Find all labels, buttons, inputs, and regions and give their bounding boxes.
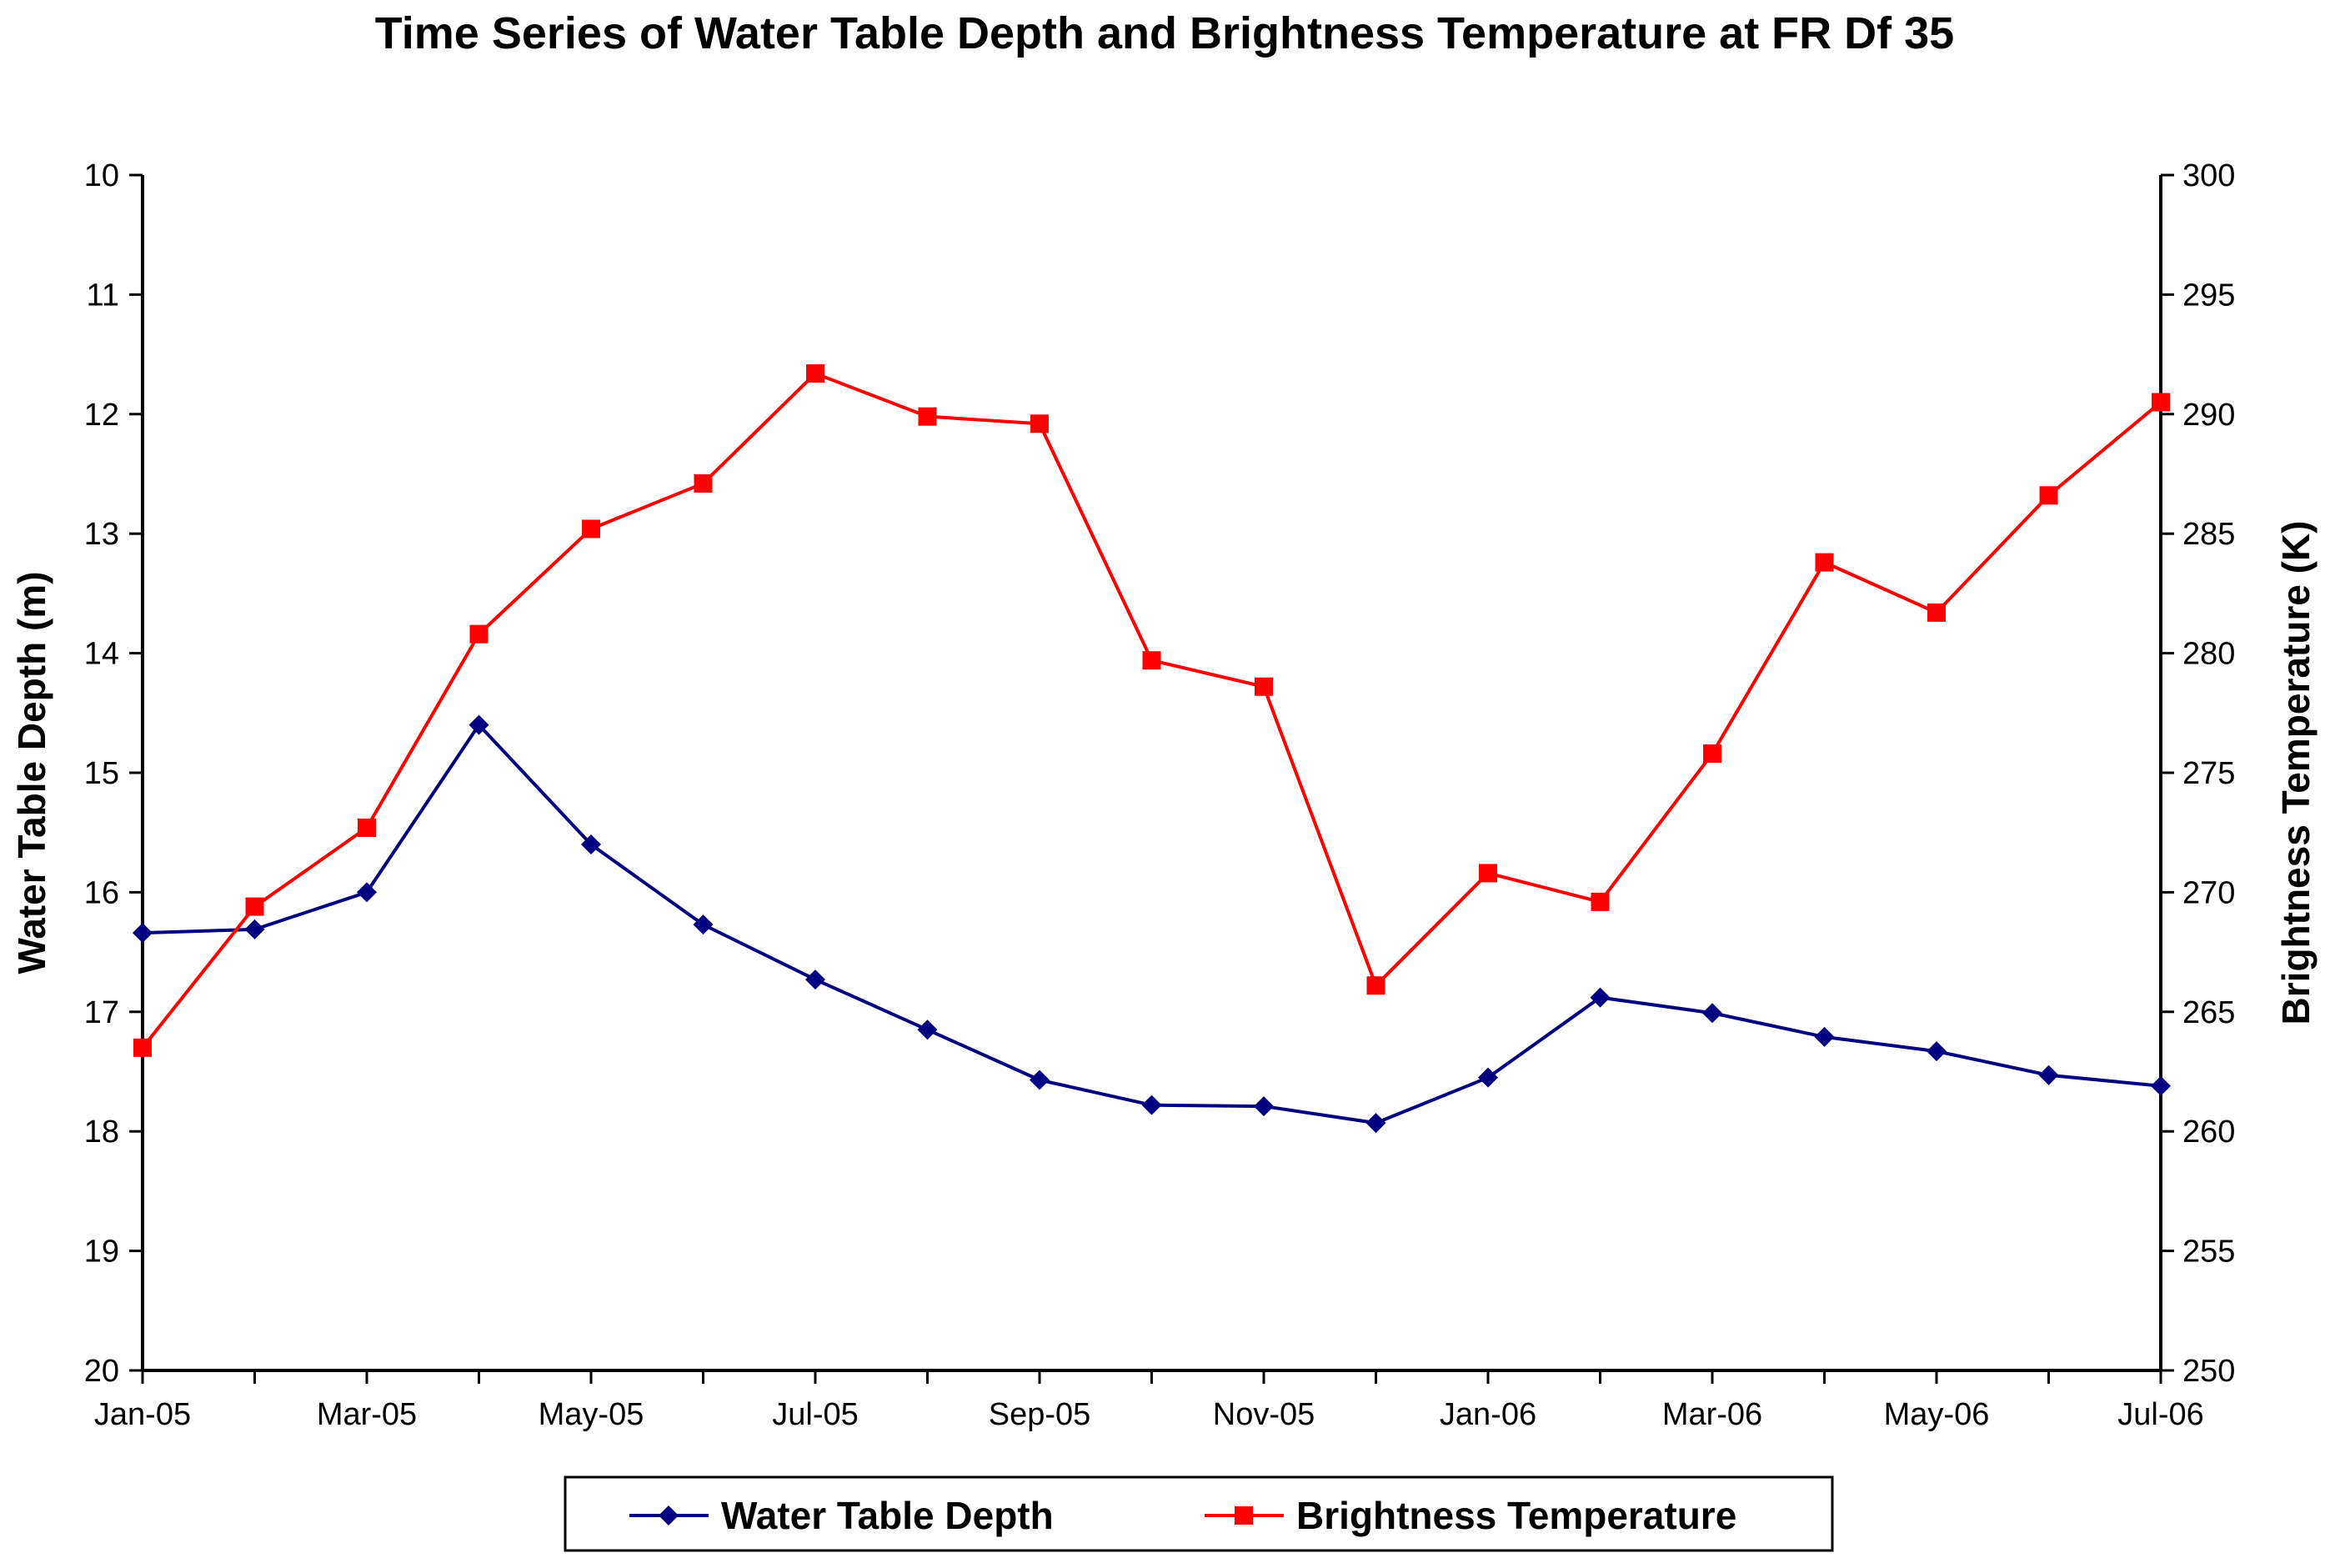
data-point bbox=[245, 897, 264, 916]
y-tick-label: 19 bbox=[84, 1235, 119, 1270]
x-tick-label: Sep-05 bbox=[989, 1397, 1091, 1432]
y-tick-label: 13 bbox=[84, 517, 119, 552]
data-point bbox=[1365, 1113, 1386, 1134]
data-point bbox=[2039, 486, 2058, 505]
chart-title: Time Series of Water Table Depth and Bri… bbox=[375, 8, 1954, 58]
left-ticks: 10 11 12 13 14 15 16 17 18 19 20 bbox=[84, 158, 143, 1389]
series-layer bbox=[133, 364, 2171, 1134]
plot-area: 10 11 12 13 14 15 16 17 18 19 20 250 255 260 265 270 27… bbox=[84, 158, 2236, 1432]
legend-swatch-marker bbox=[659, 1505, 679, 1525]
data-point bbox=[1479, 864, 1497, 883]
legend-label: Brightness Temperature bbox=[1296, 1494, 1736, 1537]
legend-entry: Water Table Depth bbox=[629, 1494, 1054, 1537]
data-point bbox=[1030, 1070, 1050, 1090]
y2-tick-label: 300 bbox=[2182, 158, 2235, 193]
legend-entry: Brightness Temperature bbox=[1205, 1494, 1736, 1537]
data-point bbox=[582, 519, 600, 539]
y-tick-label: 20 bbox=[84, 1354, 119, 1389]
legend-label: Water Table Depth bbox=[721, 1494, 1054, 1537]
data-point bbox=[1703, 744, 1721, 764]
y-tick-label: 10 bbox=[84, 158, 119, 193]
y2-tick-label: 295 bbox=[2182, 278, 2235, 313]
y2-tick-label: 290 bbox=[2182, 398, 2235, 433]
data-point bbox=[693, 914, 714, 935]
data-point bbox=[694, 473, 713, 493]
y2-tick-label: 285 bbox=[2182, 517, 2235, 552]
data-point bbox=[1927, 1041, 1947, 1062]
y-tick-label: 17 bbox=[84, 995, 119, 1030]
y2-tick-label: 250 bbox=[2182, 1354, 2235, 1389]
y2-tick-label: 275 bbox=[2182, 756, 2235, 791]
data-point bbox=[806, 364, 824, 383]
data-point bbox=[133, 923, 153, 944]
series-brightness-temperature bbox=[133, 364, 2170, 1057]
data-point bbox=[2151, 1075, 2171, 1096]
x-tick-label: Jul-06 bbox=[2117, 1397, 2204, 1432]
data-point bbox=[805, 969, 825, 990]
data-point bbox=[1927, 603, 1946, 622]
y-tick-label: 18 bbox=[84, 1115, 119, 1150]
data-point bbox=[581, 834, 601, 855]
data-point bbox=[1255, 677, 1273, 696]
data-point bbox=[358, 818, 376, 837]
x-tick-label: Mar-06 bbox=[1662, 1397, 1762, 1432]
y-tick-label: 15 bbox=[84, 756, 119, 791]
x-tick-label: Jan-05 bbox=[94, 1397, 191, 1432]
y-tick-label: 14 bbox=[84, 637, 119, 672]
x-tick-label: May-05 bbox=[539, 1397, 644, 1432]
y-axis-title: Water Table Depth (m) bbox=[10, 571, 53, 974]
data-point bbox=[1814, 1026, 1835, 1047]
data-point bbox=[1702, 1003, 1722, 1024]
data-point bbox=[1590, 987, 1611, 1008]
data-point bbox=[1254, 1096, 1274, 1117]
data-point bbox=[918, 407, 937, 426]
data-point bbox=[2038, 1065, 2059, 1085]
x-tick-label: Jan-06 bbox=[1440, 1397, 1536, 1432]
y-tick-label: 12 bbox=[84, 398, 119, 433]
data-point bbox=[1591, 892, 1610, 911]
data-point bbox=[2152, 393, 2170, 412]
y2-tick-label: 270 bbox=[2182, 875, 2235, 910]
y2-tick-label: 280 bbox=[2182, 637, 2235, 672]
data-point bbox=[1478, 1067, 1498, 1088]
y2-tick-label: 265 bbox=[2182, 995, 2235, 1030]
y2-axis-title: Brightness Temperature (K) bbox=[2274, 521, 2317, 1025]
x-ticks: Jan-05 Mar-05 May-05 Jul-05 Sep-05 Nov-05 Jan-… bbox=[94, 1370, 2204, 1432]
legend-swatch-marker bbox=[1235, 1506, 1253, 1525]
data-point bbox=[1366, 976, 1385, 995]
data-point bbox=[469, 714, 489, 735]
data-point bbox=[469, 624, 489, 644]
data-point bbox=[1141, 1095, 1162, 1115]
data-point bbox=[244, 919, 265, 939]
series-line bbox=[142, 722, 2162, 1125]
x-tick-label: Mar-05 bbox=[317, 1397, 417, 1432]
y2-tick-label: 260 bbox=[2182, 1115, 2235, 1150]
y2-tick-label: 255 bbox=[2182, 1235, 2235, 1270]
data-point bbox=[1030, 414, 1049, 433]
y-tick-label: 11 bbox=[87, 278, 119, 313]
series-line bbox=[141, 371, 2162, 1050]
y-tick-label: 16 bbox=[84, 875, 119, 910]
data-point bbox=[917, 1019, 938, 1040]
right-ticks: 250 255 260 265 270 275 280 285 290 295 300 bbox=[2161, 158, 2235, 1389]
legend-box bbox=[564, 1475, 1834, 1552]
series-water-table-depth bbox=[133, 714, 2171, 1134]
data-point bbox=[357, 882, 377, 903]
data-point bbox=[1815, 553, 1834, 572]
x-tick-label: Nov-05 bbox=[1213, 1397, 1315, 1432]
data-point bbox=[1142, 651, 1161, 670]
x-tick-label: May-06 bbox=[1884, 1397, 1990, 1432]
x-tick-label: Jul-05 bbox=[772, 1397, 859, 1432]
data-point bbox=[133, 1038, 152, 1057]
legend: Water Table Depth Brightness Temperature bbox=[564, 1475, 1834, 1552]
